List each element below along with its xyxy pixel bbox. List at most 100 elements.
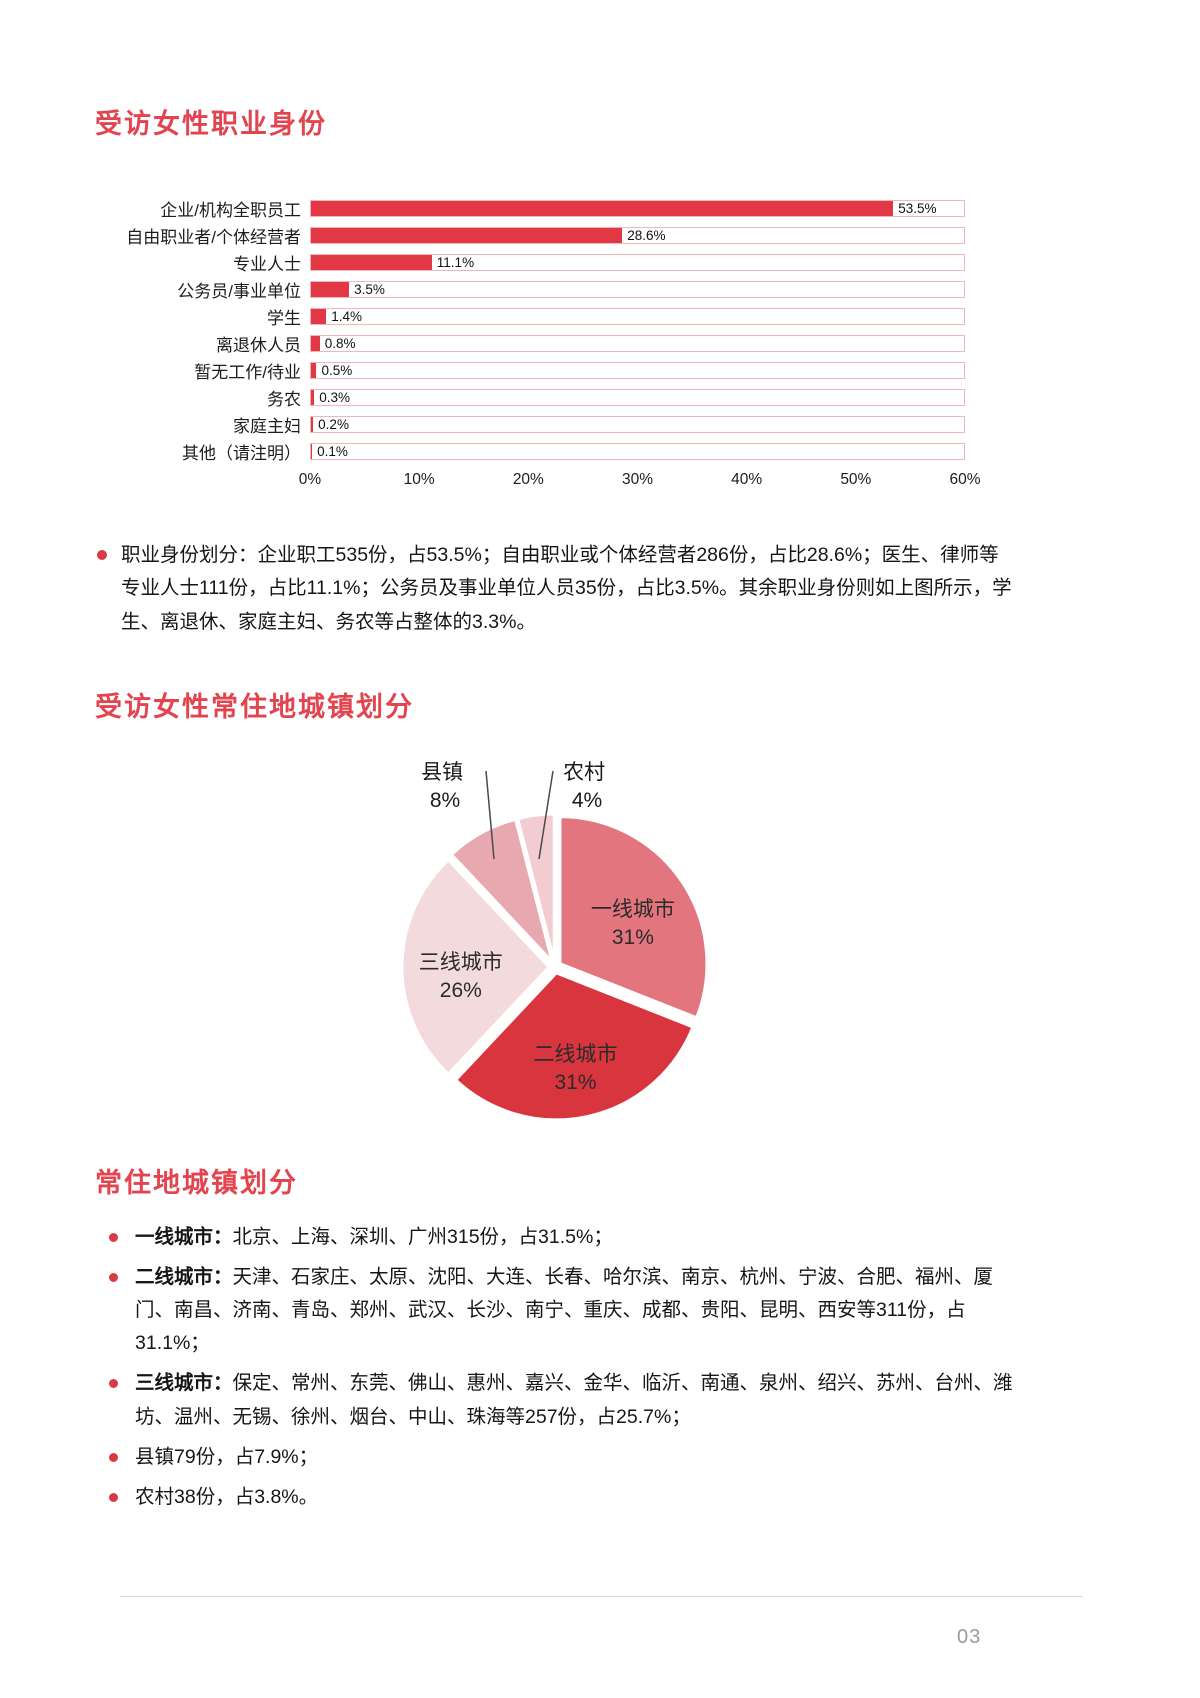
occupation-bar-chart: 企业/机构全职员工 53.5% 自由职业者/个体经营者 28.6% 专业人士 11.1% 公… [95, 195, 981, 493]
pie-label-rural-value: 4% [572, 789, 602, 812]
bullet-dot-icon [109, 1272, 118, 1282]
list-item: 三线城市：保定、常州、东莞、佛山、惠州、嘉兴、金华、临沂、南通、泉州、绍兴、苏州… [95, 1367, 1015, 1433]
bullet-dot-icon [109, 1492, 118, 1502]
list-item-text: 一线城市：北京、上海、深圳、广州315份，占31.5%； [135, 1225, 613, 1248]
pie-label-county-name: 县镇 [421, 761, 463, 784]
bar-track: 0.3% [310, 388, 965, 406]
bar-track: 0.5% [310, 361, 965, 379]
bar-fill [311, 416, 314, 432]
list-item-prefix: 三线城市： [135, 1372, 233, 1395]
bar-category-label: 务农 [267, 389, 301, 409]
pie-slice-3 [400, 858, 551, 1076]
bar-row: 离退休人员 0.8% [95, 330, 965, 357]
list-item-prefix: 一线城市： [135, 1225, 233, 1248]
page-number: 03 [957, 1626, 982, 1648]
bar-category-label: 学生 [267, 308, 301, 328]
pie-slice-label: 三线城市 26% [419, 951, 503, 1002]
occupation-note-text: 职业身份划分：企业职工535份，占53.5%；自由职业或个体经营者286份，占比… [121, 543, 1012, 633]
x-axis-tick-label: 0% [298, 470, 322, 488]
bar-row: 学生 1.4% [95, 303, 965, 330]
pie-slice-5 [516, 812, 556, 963]
pie-label-county: 县镇 8% [421, 761, 469, 812]
bar-row: 自由职业者/个体经营者 28.6% [95, 222, 965, 249]
pie-leader-line-rural [538, 770, 554, 860]
x-axis-tick-label: 20% [512, 470, 544, 488]
x-axis-tick-label: 10% [403, 470, 435, 488]
pie-label-rural-name: 农村 [563, 761, 605, 784]
bar-value-label: 0.8% [324, 335, 356, 351]
bar-track: 1.4% [310, 307, 965, 325]
pie-svg: 一线城市 31% 二线城市 31% 三线城市 26% 县镇 8% 农村 4% [400, 761, 709, 1122]
bar-fill [311, 254, 432, 270]
bar-value-label: 1.4% [331, 308, 363, 324]
residence-detail-section-title: 常住地城镇划分 [95, 1168, 298, 1199]
list-item: 农村38份，占3.8%。 [95, 1481, 1015, 1514]
bar-track: 3.5% [310, 280, 965, 298]
bar-chart-rows: 企业/机构全职员工 53.5% 自由职业者/个体经营者 28.6% 专业人士 11.1% 公… [95, 195, 965, 465]
pie-label-rural: 农村 4% [563, 761, 611, 812]
bar-row: 家庭主妇 0.2% [95, 411, 965, 438]
pie-label-county-value: 8% [430, 789, 460, 812]
list-item-text: 农村38份，占3.8%。 [135, 1485, 319, 1508]
bullet-dot-icon [109, 1379, 118, 1389]
bar-row: 其他（请注明） 0.1% [95, 438, 965, 465]
bullet-dot-icon [109, 1232, 118, 1242]
occupation-section-title: 受访女性职业身份 [95, 109, 327, 139]
x-axis-tick-label: 50% [840, 470, 872, 488]
bar-fill [311, 200, 894, 216]
residence-chart-section-title: 受访女性常住地城镇划分 [95, 692, 414, 723]
x-axis-tick-label: 60% [949, 470, 981, 488]
bar-fill [311, 335, 320, 351]
list-item-text: 县镇79份，占7.9%； [135, 1445, 319, 1468]
list-item: 县镇79份，占7.9%； [95, 1441, 1015, 1474]
pie-leader-line-county [485, 771, 495, 860]
pie-slice-1 [558, 815, 709, 1020]
bar-value-label: 28.6% [627, 227, 666, 243]
bar-track: 53.5% [310, 199, 965, 217]
bar-track: 0.2% [310, 415, 965, 433]
list-item: 一线城市：北京、上海、深圳、广州315份，占31.5%； [95, 1221, 1015, 1254]
bar-fill [311, 308, 327, 324]
residence-list: 一线城市：北京、上海、深圳、广州315份，占31.5%； 二线城市：天津、石家庄、… [95, 1221, 1015, 1514]
bar-category-label: 专业人士 [233, 254, 301, 274]
x-axis-tick-label: 40% [731, 470, 763, 488]
bar-category-label: 暂无工作/待业 [194, 362, 301, 382]
bar-fill [311, 443, 313, 459]
bar-row: 暂无工作/待业 0.5% [95, 357, 965, 384]
bar-value-label: 0.5% [321, 362, 353, 378]
bar-category-label: 离退休人员 [216, 335, 301, 355]
x-axis-tick-label: 30% [621, 470, 654, 488]
bar-chart-axis: 0% 10% 20% 30% 40% 50% 60% [299, 470, 981, 493]
bar-row: 公务员/事业单位 3.5% [95, 276, 965, 303]
residence-pie-chart: 一线城市 31% 二线城市 31% 三线城市 26% 县镇 8% 农村 4% [95, 741, 1105, 1133]
bar-category-label: 自由职业者/个体经营者 [126, 227, 301, 247]
bar-row: 企业/机构全职员工 53.5% [95, 195, 965, 222]
list-item-text: 三线城市：保定、常州、东莞、佛山、惠州、嘉兴、金华、临沂、南通、泉州、绍兴、苏州… [135, 1372, 1013, 1428]
bullet-dot-icon [109, 1452, 118, 1462]
list-item-text: 二线城市：天津、石家庄、太原、沈阳、大连、长春、哈尔滨、南京、杭州、宁波、合肥、… [135, 1265, 994, 1355]
list-item-prefix: 二线城市： [135, 1265, 233, 1288]
bar-value-label: 0.1% [317, 443, 348, 459]
bar-row: 专业人士 11.1% [95, 249, 965, 276]
pie-slice-2 [454, 971, 695, 1122]
bar-value-label: 53.5% [898, 200, 937, 216]
list-item: 二线城市：天津、石家庄、太原、沈阳、大连、长春、哈尔滨、南京、杭州、宁波、合肥、… [95, 1261, 1015, 1360]
pie-slices: 一线城市 31% 二线城市 31% 三线城市 26% [400, 812, 709, 1122]
bar-row: 务农 0.3% [95, 384, 965, 411]
bar-value-label: 0.3% [319, 389, 351, 405]
footer-divider [120, 1596, 1082, 1597]
bar-value-label: 0.2% [318, 416, 349, 432]
pie-slice-4 [449, 817, 554, 964]
bar-track: 0.1% [310, 442, 965, 460]
bar-category-label: 企业/机构全职员工 [160, 200, 301, 220]
bar-value-label: 3.5% [354, 281, 385, 297]
bar-fill [311, 389, 315, 405]
bar-category-label: 家庭主妇 [233, 416, 301, 436]
bar-category-label: 其他（请注明） [182, 443, 301, 463]
bar-track: 0.8% [310, 334, 965, 352]
bar-track: 11.1% [310, 253, 965, 271]
bar-fill [311, 362, 317, 378]
bar-fill [311, 281, 350, 297]
bar-track: 28.6% [310, 226, 965, 244]
